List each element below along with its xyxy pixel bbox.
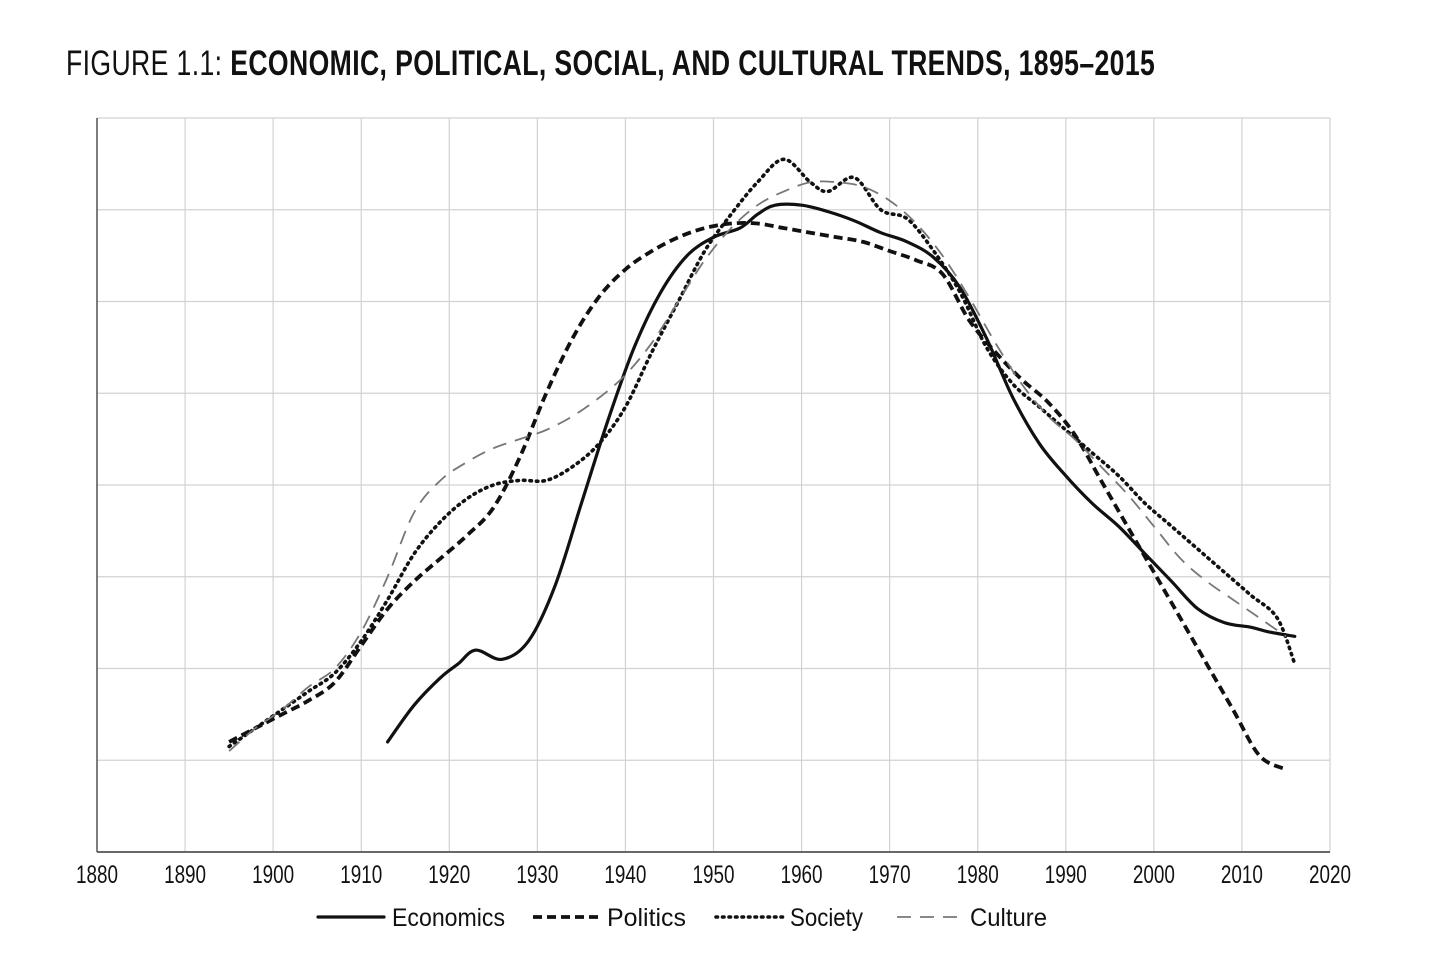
x-tick-label: 1970 xyxy=(869,861,911,889)
legend-label-culture: Culture xyxy=(970,904,1047,932)
x-tick-label: 2020 xyxy=(1309,861,1351,889)
figure-title-lead: FIGURE 1.1: xyxy=(66,44,231,83)
x-tick-label: 2000 xyxy=(1133,861,1175,889)
series-line-economics xyxy=(386,202,1297,744)
x-tick-label: 2010 xyxy=(1221,861,1263,889)
x-tick-label: 1940 xyxy=(604,861,646,889)
chart-axes: 1880 1890 1900 1910 1920 1930 1940 1950 1960 1970… xyxy=(76,118,1351,889)
x-tick-label: 1980 xyxy=(957,861,999,889)
series-line-society xyxy=(227,157,1297,749)
x-tick-label: 1880 xyxy=(76,861,118,889)
legend-label-society: Society xyxy=(790,904,863,932)
chart-legend: Economics Politics Society Culture xyxy=(316,904,1047,932)
x-tick-label: 1890 xyxy=(164,861,206,889)
series-line-culture xyxy=(228,180,1287,752)
x-tick-label: 1930 xyxy=(516,861,558,889)
legend-label-politics: Politics xyxy=(607,904,686,932)
chart-grid xyxy=(96,117,1331,853)
x-tick-label: 1990 xyxy=(1045,861,1087,889)
x-tick-label: 1950 xyxy=(693,861,735,889)
series-line-politics xyxy=(228,221,1287,772)
legend-label-economics: Economics xyxy=(392,904,505,932)
figure-title: FIGURE 1.1: ECONOMIC, POLITICAL, SOCIAL,… xyxy=(66,40,1155,88)
figure-title-main: ECONOMIC, POLITICAL, SOCIAL, AND CULTURA… xyxy=(230,44,1156,83)
x-tick-label: 1910 xyxy=(340,861,382,889)
chart-series xyxy=(227,157,1297,772)
x-tick-label: 1900 xyxy=(252,861,294,889)
x-tick-label: 1920 xyxy=(428,861,470,889)
x-tick-label: 1960 xyxy=(781,861,823,889)
